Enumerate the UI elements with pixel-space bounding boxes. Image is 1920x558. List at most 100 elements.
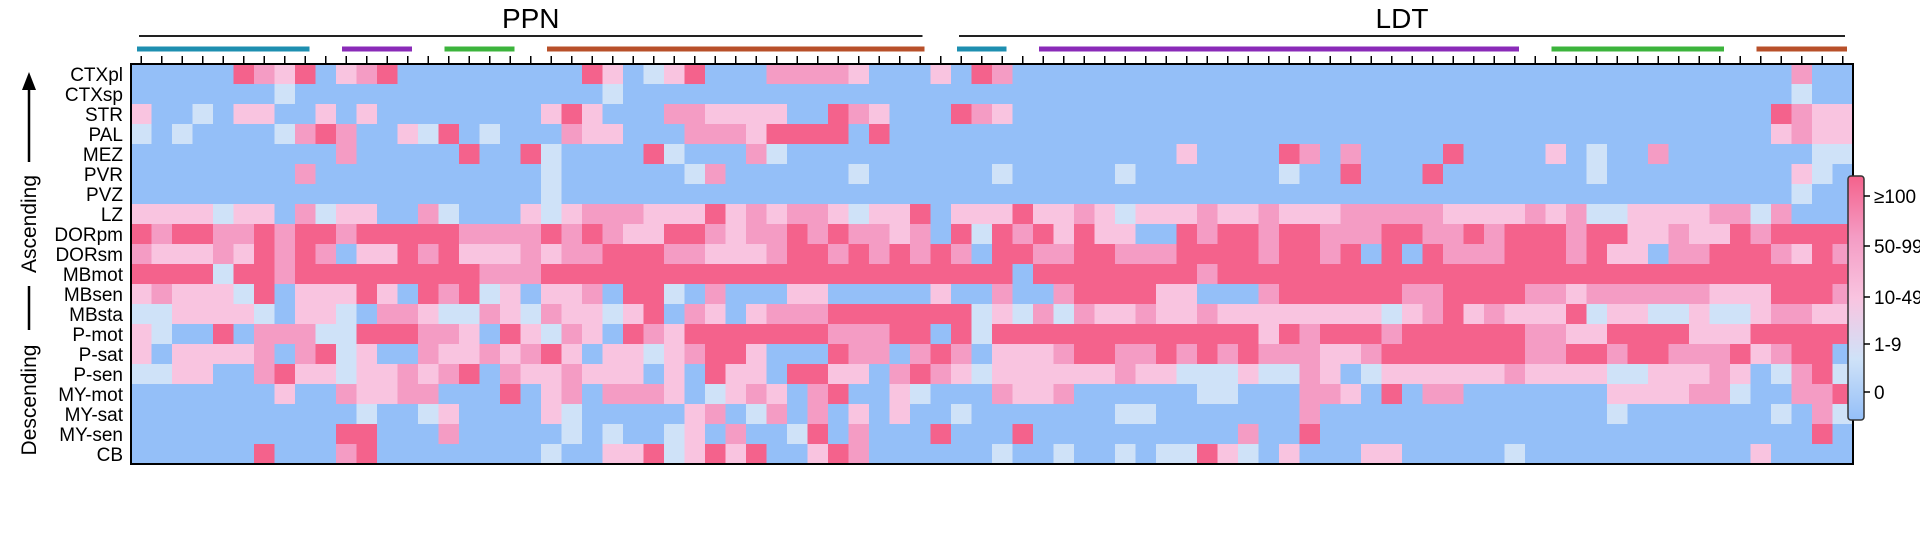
heatmap-cell xyxy=(1545,104,1567,125)
heatmap-cell xyxy=(1504,324,1526,345)
heatmap-cell xyxy=(295,444,317,465)
heatmap-cell xyxy=(684,404,706,425)
heatmap-cell xyxy=(766,164,788,185)
heatmap-cell xyxy=(1545,64,1567,85)
heatmap-cell xyxy=(356,184,378,205)
heatmap-cell xyxy=(1484,404,1506,425)
heatmap-cell xyxy=(1074,344,1096,365)
heatmap-cell xyxy=(766,204,788,225)
heatmap-cell xyxy=(889,324,911,345)
heatmap-cell xyxy=(1750,204,1772,225)
heatmap-cell xyxy=(1381,284,1403,305)
heatmap-cell xyxy=(869,364,891,385)
heatmap-cell xyxy=(1484,104,1506,125)
heatmap-cell xyxy=(1402,344,1424,365)
heatmap-cell xyxy=(1648,184,1670,205)
heatmap-cell xyxy=(500,64,522,85)
heatmap-cell xyxy=(1627,204,1649,225)
heatmap-cell xyxy=(1074,424,1096,445)
heatmap-cell xyxy=(930,104,952,125)
heatmap-cell xyxy=(1340,244,1362,265)
heatmap-cell xyxy=(1484,364,1506,385)
heatmap-cell xyxy=(1791,444,1813,465)
heatmap-cell xyxy=(1176,204,1198,225)
heatmap-cell xyxy=(1381,104,1403,125)
heatmap-cell xyxy=(233,344,255,365)
heatmap-cell xyxy=(233,384,255,405)
heatmap-cell xyxy=(1115,404,1137,425)
heatmap-cell xyxy=(233,224,255,245)
heatmap-cell xyxy=(1627,344,1649,365)
heatmap-cell xyxy=(1238,304,1260,325)
row-label: MEZ xyxy=(83,145,124,166)
heatmap-cell xyxy=(1607,104,1629,125)
heatmap-cell xyxy=(1648,304,1670,325)
heatmap-cell xyxy=(1832,144,1854,165)
heatmap-cell xyxy=(787,164,809,185)
heatmap-cell xyxy=(1730,224,1752,245)
heatmap-cell xyxy=(1709,204,1731,225)
heatmap-cell xyxy=(910,184,932,205)
heatmap-cell xyxy=(459,204,481,225)
heatmap-cell xyxy=(1115,204,1137,225)
heatmap-cell xyxy=(1812,84,1834,105)
heatmap-cell xyxy=(1668,164,1690,185)
heatmap-cell xyxy=(1566,264,1588,285)
heatmap-cell xyxy=(418,84,440,105)
heatmap-cell xyxy=(1443,344,1465,365)
heatmap-cell xyxy=(1443,444,1465,465)
heatmap-cell xyxy=(500,244,522,265)
heatmap-cell xyxy=(479,304,501,325)
heatmap-cell xyxy=(131,284,153,305)
heatmap-cell xyxy=(1012,184,1034,205)
heatmap-cell xyxy=(602,164,624,185)
heatmap-cell xyxy=(1197,444,1219,465)
heatmap-cell xyxy=(1689,344,1711,365)
heatmap-cell xyxy=(848,104,870,125)
heatmap-cell xyxy=(889,364,911,385)
heatmap-cell xyxy=(1607,344,1629,365)
heatmap-cell xyxy=(541,204,563,225)
heatmap-cell xyxy=(1279,84,1301,105)
heatmap-cell xyxy=(254,404,276,425)
heatmap-cell xyxy=(172,384,194,405)
heatmap-cell xyxy=(1156,144,1178,165)
heatmap-cell xyxy=(1053,164,1075,185)
heatmap-cell xyxy=(602,404,624,425)
heatmap-cell xyxy=(151,304,173,325)
heatmap-cell xyxy=(766,304,788,325)
heatmap-cell xyxy=(1340,424,1362,445)
heatmap-cell xyxy=(992,104,1014,125)
group-label: PPN xyxy=(502,3,560,34)
heatmap-cell xyxy=(705,184,727,205)
heatmap-cell xyxy=(1566,164,1588,185)
heatmap-cell xyxy=(1730,84,1752,105)
heatmap-cell xyxy=(1012,364,1034,385)
heatmap-cell xyxy=(910,344,932,365)
heatmap-cell xyxy=(1381,304,1403,325)
heatmap-cell xyxy=(1504,204,1526,225)
heatmap-cell xyxy=(1709,244,1731,265)
heatmap-cell xyxy=(1545,204,1567,225)
heatmap-cell xyxy=(643,104,665,125)
heatmap-cell xyxy=(1115,364,1137,385)
heatmap-cell xyxy=(1525,444,1547,465)
heatmap-cell xyxy=(397,324,419,345)
heatmap-cell xyxy=(151,104,173,125)
heatmap-cell xyxy=(1668,264,1690,285)
heatmap-cell xyxy=(459,64,481,85)
heatmap-cell xyxy=(1525,144,1547,165)
heatmap-cell xyxy=(1135,144,1157,165)
heatmap-cell xyxy=(910,84,932,105)
heatmap-cell xyxy=(541,344,563,365)
heatmap-cell xyxy=(1381,264,1403,285)
heatmap-cell xyxy=(459,344,481,365)
heatmap-cell xyxy=(787,64,809,85)
heatmap-cell xyxy=(213,264,235,285)
heatmap-cell xyxy=(377,124,399,145)
heatmap-cell xyxy=(1176,104,1198,125)
heatmap-cell xyxy=(1771,164,1793,185)
heatmap-cell xyxy=(418,284,440,305)
heatmap-cell xyxy=(1340,204,1362,225)
heatmap-cell xyxy=(848,304,870,325)
